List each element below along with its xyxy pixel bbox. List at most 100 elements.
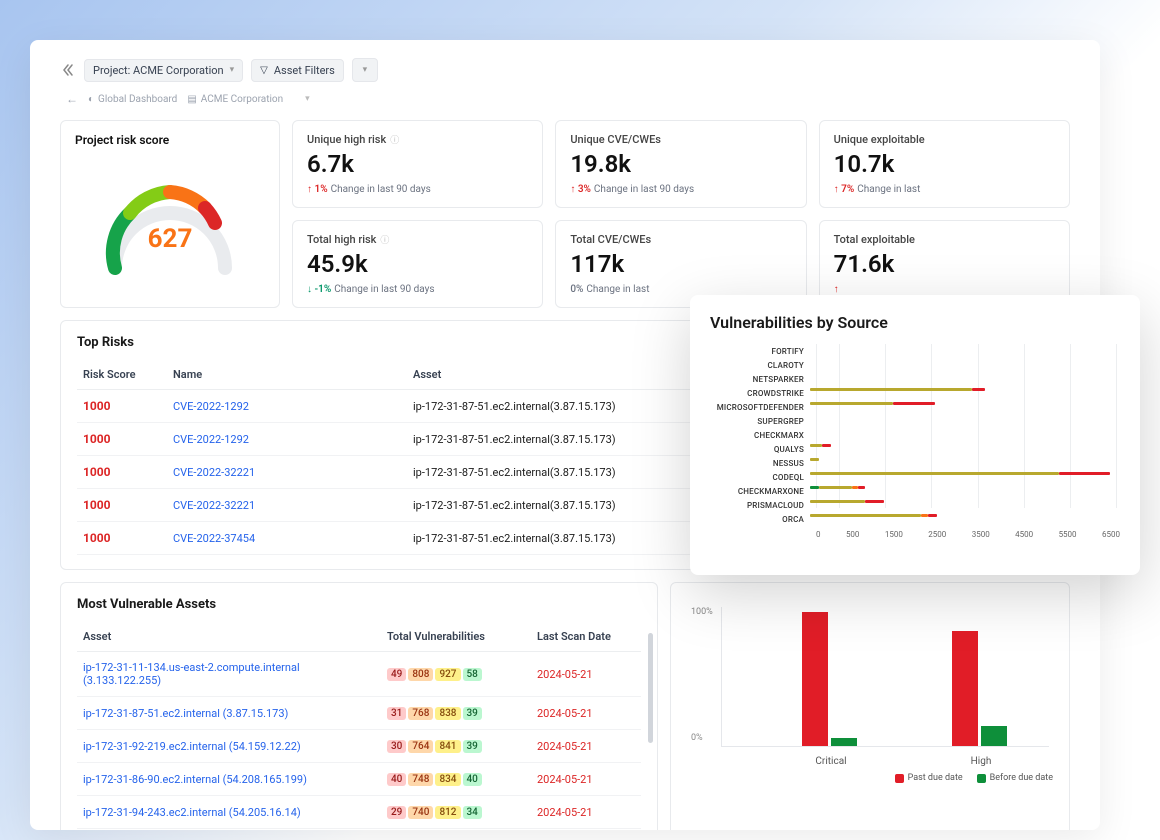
badges-cell: 4074883440 bbox=[381, 763, 531, 796]
chevron-down-icon: ▾ bbox=[305, 94, 310, 104]
funnel-icon: ▽ bbox=[260, 65, 268, 76]
hbar-label: SUPERGREP bbox=[710, 417, 810, 426]
breadcrumb-current[interactable]: ▤ ACME Corporation ▾ bbox=[187, 94, 309, 105]
risk-score: 1000 bbox=[77, 522, 167, 555]
chevron-down-icon: ▾ bbox=[230, 65, 235, 75]
gauge-card: Project risk score 627 bbox=[60, 120, 280, 308]
info-icon[interactable]: ⓘ bbox=[380, 233, 389, 246]
vuln-by-source-title: Vulnerabilities by Source bbox=[710, 313, 1120, 332]
hbar-row: CROWDSTRIKE bbox=[710, 386, 1120, 400]
hbar-row: QUALYS bbox=[710, 442, 1120, 456]
sla-legend: Past due date Before due date bbox=[687, 773, 1053, 783]
scrollbar[interactable] bbox=[648, 633, 653, 743]
scan-date: 2024-05-21 bbox=[531, 730, 641, 763]
vuln-by-source-axis: 0500150025003500450055006500 bbox=[816, 530, 1120, 539]
hbar-row: PRISMACLOUD bbox=[710, 498, 1120, 512]
metric-card-2: Unique exploitable 10.7k ↑ 7%Change in l… bbox=[819, 120, 1070, 208]
hbar-row: CHECKMARXONE bbox=[710, 484, 1120, 498]
table-row: ip-172-31-85-137.ec2.internal (3.84.249.… bbox=[77, 829, 641, 831]
badges-cell: 3176883839 bbox=[381, 697, 531, 730]
hbar-label: QUALYS bbox=[710, 445, 810, 454]
gauge-title: Project risk score bbox=[75, 133, 265, 147]
hbar-row: ORCA bbox=[710, 512, 1120, 526]
hbar-label: FORTIFY bbox=[710, 347, 810, 356]
hbar-row: SUPERGREP bbox=[710, 414, 1120, 428]
breadcrumb-global[interactable]: ◐ Global Dashboard bbox=[88, 94, 177, 105]
grid-icon: ▤ bbox=[187, 94, 196, 105]
vuln-by-source-chart: FORTIFY CLAROTY NETSPARKER CROWDSTRIKE MICRO… bbox=[710, 344, 1120, 526]
scan-date: 2024-05-21 bbox=[531, 763, 641, 796]
info-icon[interactable]: ⓘ bbox=[390, 133, 399, 146]
risk-gauge: 627 bbox=[95, 168, 245, 288]
risk-score: 1000 bbox=[77, 423, 167, 456]
scan-date: 2024-05-21 bbox=[531, 697, 641, 730]
scan-date: 2024-05-21 bbox=[531, 796, 641, 829]
cve-link[interactable]: CVE-2022-1292 bbox=[173, 400, 249, 413]
asset-link[interactable]: ip-172-31-86-90.ec2.internal (54.208.165… bbox=[83, 773, 307, 786]
gauge-score: 627 bbox=[95, 224, 245, 254]
asset-filters-label: Asset Filters bbox=[274, 64, 335, 77]
scan-date: 2024-05-21 bbox=[531, 652, 641, 697]
hbar-row: CHECKMARX bbox=[710, 428, 1120, 442]
asset-link[interactable]: ip-172-31-87-51.ec2.internal (3.87.15.17… bbox=[83, 707, 288, 720]
cve-link[interactable]: CVE-2022-1292 bbox=[173, 433, 249, 446]
scan-date: 2024-05-21 bbox=[531, 829, 641, 831]
hbar-row: NESSUS bbox=[710, 456, 1120, 470]
gauge-icon: ◐ bbox=[88, 94, 94, 105]
hbar-row: NETSPARKER bbox=[710, 372, 1120, 386]
sla-panel: 100% 0% CriticalHigh Past due date Befor… bbox=[670, 582, 1070, 830]
risk-score: 1000 bbox=[77, 489, 167, 522]
metrics-grid: Project risk score 627 Unique high riskⓘ… bbox=[60, 120, 1070, 308]
sla-xlabel: Critical bbox=[791, 756, 871, 767]
hbar-label: CODEQL bbox=[710, 473, 810, 482]
hbar-row: CLAROTY bbox=[710, 358, 1120, 372]
cve-link[interactable]: CVE-2022-32221 bbox=[173, 499, 255, 512]
metric-card-0: Unique high riskⓘ 6.7k ↑ 1%Change in las… bbox=[292, 120, 543, 208]
hbar-label: CROWDSTRIKE bbox=[710, 389, 810, 398]
hbar-row: MICROSOFTDEFENDER bbox=[710, 400, 1120, 414]
metric-card-3: Total high riskⓘ 45.9k ↓ -1%Change in la… bbox=[292, 220, 543, 308]
table-row: ip-172-31-11-134.us-east-2.compute.inter… bbox=[77, 652, 641, 697]
project-selector[interactable]: Project: ACME Corporation ▾ bbox=[84, 59, 243, 82]
risk-score: 1000 bbox=[77, 390, 167, 423]
lower-grid: Most Vulnerable Assets Asset Total Vulne… bbox=[60, 582, 1070, 830]
hbar-label: NETSPARKER bbox=[710, 375, 810, 384]
hbar-row: CODEQL bbox=[710, 470, 1120, 484]
asset-filters-button[interactable]: ▽ Asset Filters bbox=[251, 59, 344, 82]
cve-link[interactable]: CVE-2022-37454 bbox=[173, 532, 255, 545]
table-row: ip-172-31-87-51.ec2.internal (3.87.15.17… bbox=[77, 697, 641, 730]
back-icon[interactable]: ← bbox=[66, 92, 78, 106]
collapse-icon[interactable] bbox=[60, 62, 76, 78]
cve-link[interactable]: CVE-2022-32221 bbox=[173, 466, 255, 479]
hbar-label: CLAROTY bbox=[710, 361, 810, 370]
table-row: ip-172-31-86-90.ec2.internal (54.208.165… bbox=[77, 763, 641, 796]
hbar-label: ORCA bbox=[710, 515, 810, 524]
project-selector-label: Project: ACME Corporation bbox=[93, 64, 224, 77]
sla-xlabel: High bbox=[941, 756, 1021, 767]
asset-link[interactable]: ip-172-31-94-243.ec2.internal (54.205.16… bbox=[83, 806, 301, 819]
badges-cell: 3076484139 bbox=[381, 730, 531, 763]
vuln-assets-panel: Most Vulnerable Assets Asset Total Vulne… bbox=[60, 582, 658, 830]
vuln-by-source-card: Vulnerabilities by Source FORTIFY CLAROTY… bbox=[690, 295, 1140, 575]
sla-chart: 100% 0% CriticalHigh bbox=[691, 607, 1049, 767]
topbar: Project: ACME Corporation ▾ ▽ Asset Filt… bbox=[60, 58, 1070, 82]
badges-cell: 2974081234 bbox=[381, 796, 531, 829]
hbar-label: CHECKMARXONE bbox=[710, 487, 810, 496]
chevron-down-icon: ▾ bbox=[363, 65, 368, 75]
hbar-label: MICROSOFTDEFENDER bbox=[710, 403, 810, 412]
breadcrumb: ← ◐ Global Dashboard ▤ ACME Corporation … bbox=[66, 92, 1070, 106]
asset-link[interactable]: ip-172-31-92-219.ec2.internal (54.159.12… bbox=[83, 740, 301, 753]
badges-cell: 4980892758 bbox=[381, 652, 531, 697]
asset-link[interactable]: ip-172-31-11-134.us-east-2.compute.inter… bbox=[83, 661, 300, 687]
risk-score: 1000 bbox=[77, 456, 167, 489]
metric-card-1: Unique CVE/CWEs 19.8k ↑ 3%Change in last… bbox=[555, 120, 806, 208]
hbar-label: PRISMACLOUD bbox=[710, 501, 810, 510]
hbar-label: CHECKMARX bbox=[710, 431, 810, 440]
asset-filters-expand[interactable]: ▾ bbox=[352, 58, 378, 82]
hbar-label: NESSUS bbox=[710, 459, 810, 468]
badges-cell: 2233359223 bbox=[381, 829, 531, 831]
table-row: ip-172-31-94-243.ec2.internal (54.205.16… bbox=[77, 796, 641, 829]
table-row: ip-172-31-92-219.ec2.internal (54.159.12… bbox=[77, 730, 641, 763]
hbar-row: FORTIFY bbox=[710, 344, 1120, 358]
vuln-assets-table: Asset Total Vulnerabilities Last Scan Da… bbox=[77, 622, 641, 830]
